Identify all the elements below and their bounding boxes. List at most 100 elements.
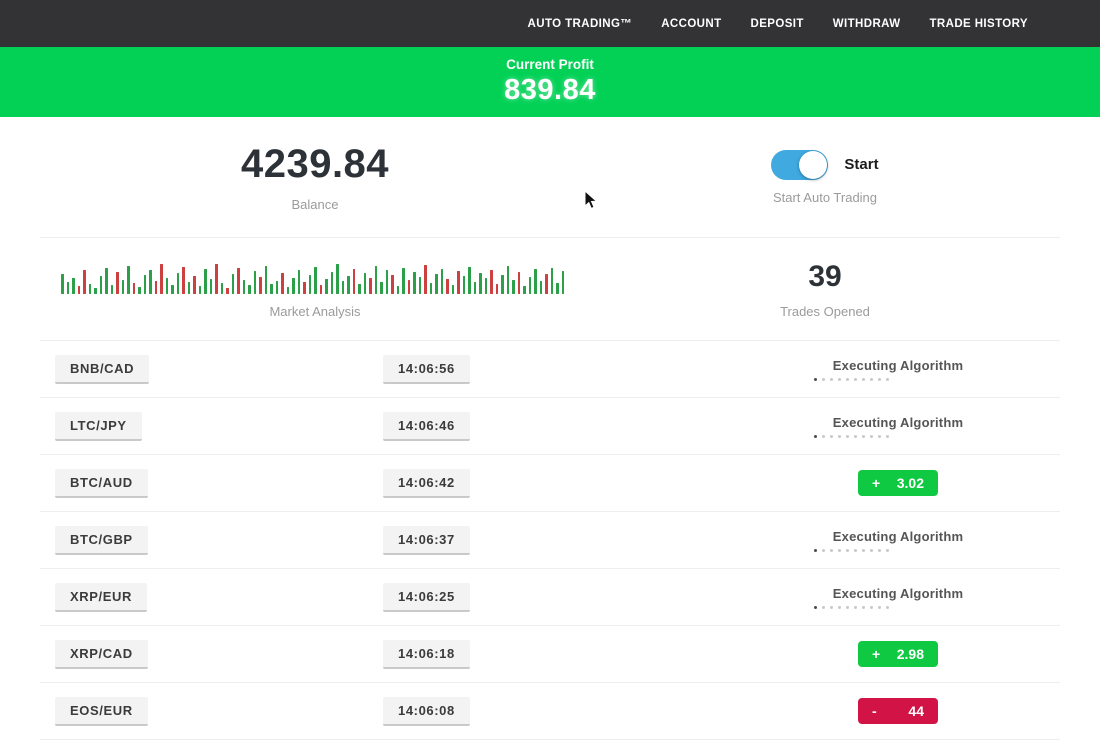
market-bar [176,272,179,294]
progress-dot [846,377,849,381]
nav-item-trade-history[interactable]: TRADE HISTORY [929,17,1028,30]
market-bar [385,269,388,294]
profit-badge: +3.02 [858,470,938,496]
market-bar [479,272,482,294]
progress-dots [814,434,889,438]
market-bar [182,266,185,294]
main-content: 4239.84 Balance Start Start Auto Trading… [40,117,1060,740]
auto-trading-toggle-row: Start [771,149,879,180]
market-bar [512,279,515,294]
market-bar [330,271,333,294]
market-bar [248,284,251,294]
market-bar [127,265,130,294]
market-bar [534,268,537,294]
trade-time-chip: 14:06:25 [383,583,470,612]
market-bar [528,276,531,294]
progress-dot [854,605,857,609]
progress-dot [822,377,825,381]
progress-dot [830,377,833,381]
market-bar [435,273,438,294]
market-bar [154,280,157,294]
badge-sign: + [872,475,881,491]
toggle-knob-icon [799,150,828,179]
market-bar [220,282,223,294]
market-bar [253,270,256,294]
trade-status: +2.98 [758,626,1038,682]
market-bar [468,266,471,294]
market-bar [209,278,212,294]
market-bar [517,271,520,294]
progress-dot [838,377,841,381]
market-analysis-chart [61,260,569,294]
nav-item-withdraw[interactable]: WITHDRAW [832,17,901,30]
market-bar [270,283,273,294]
executing-algorithm-label: Executing Algorithm [832,585,964,601]
trade-row: XRP/CAD 14:06:18 +2.98 [40,625,1060,682]
balance-value: 4239.84 [240,142,390,186]
profit-badge: +2.98 [858,641,938,667]
market-bar [281,272,284,294]
currency-pair-chip: EOS/EUR [55,697,148,726]
trade-row: BNB/CAD 14:06:56 Executing Algorithm [40,340,1060,397]
market-bar [424,264,427,294]
balance-label: Balance [291,197,339,212]
progress-dot [830,548,833,552]
executing-algorithm-label: Executing Algorithm [832,414,964,430]
trade-status: +3.02 [758,455,1038,511]
trades-opened-value: 39 [808,259,842,293]
progress-dot [822,548,825,552]
market-bar [473,281,476,294]
progress-dot [854,377,857,381]
balance-section: 4239.84 Balance Start Start Auto Trading [40,117,1060,237]
start-toggle-label: Start [844,156,879,173]
market-bar [308,274,311,294]
market-bar [72,277,75,294]
market-bar [193,275,196,294]
progress-dot [854,548,857,552]
nav-item-account[interactable]: ACCOUNT [661,17,722,30]
market-bar [550,267,553,294]
market-bar [319,284,322,294]
trade-status: Executing Algorithm [758,512,1038,568]
market-bar [286,286,289,294]
market-bar [429,282,432,294]
market-analysis-label: Market Analysis [269,303,361,319]
progress-dot [886,434,889,438]
progress-dot [870,434,873,438]
start-auto-trading-toggle[interactable] [771,149,829,180]
nav-item-auto-trading[interactable]: AUTO TRADING™ [527,17,633,30]
nav-item-deposit[interactable]: DEPOSIT [750,17,804,30]
progress-dots [814,377,889,381]
market-bar [88,283,91,294]
trade-rows-list: BNB/CAD 14:06:56 Executing Algorithm LTC… [40,340,1060,740]
market-bar [457,270,460,294]
loss-badge: - 44 [858,698,938,724]
market-bar [347,275,350,294]
market-bar [506,265,509,294]
progress-dot [838,548,841,552]
market-bar [396,285,399,294]
badge-sign: - [872,703,877,719]
currency-pair-chip: BNB/CAD [55,355,150,384]
market-bar [336,263,339,294]
currency-pair-chip: BTC/GBP [55,526,148,555]
progress-dots [814,548,889,552]
current-profit-banner: Current Profit 839.84 [0,47,1100,117]
market-bar [242,279,245,294]
progress-dot [886,548,889,552]
badge-sign: + [872,646,881,662]
progress-dot [878,434,881,438]
progress-dot [862,605,865,609]
progress-dot [814,377,817,381]
progress-dot [854,434,857,438]
trade-status: Executing Algorithm [758,341,1038,397]
progress-dot [822,605,825,609]
market-bar [297,269,300,294]
market-bar [545,273,548,294]
market-bar [165,277,168,294]
market-bar [198,285,201,294]
market-bar [462,275,465,294]
market-bar [380,281,383,294]
progress-dot [862,434,865,438]
market-bar [66,281,69,294]
